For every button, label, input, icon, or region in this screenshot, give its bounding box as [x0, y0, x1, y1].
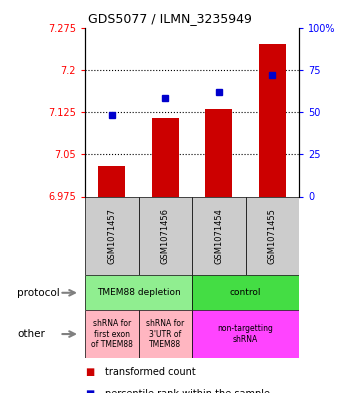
Bar — [245, 196, 299, 275]
Bar — [85, 310, 139, 358]
Bar — [192, 310, 299, 358]
Bar — [85, 196, 139, 275]
Text: percentile rank within the sample: percentile rank within the sample — [105, 389, 270, 393]
Text: shRNA for
3'UTR of
TMEM88: shRNA for 3'UTR of TMEM88 — [146, 319, 184, 349]
Text: GSM1071457: GSM1071457 — [107, 208, 116, 264]
Text: GSM1071456: GSM1071456 — [161, 208, 170, 264]
Text: ■: ■ — [85, 389, 94, 393]
Bar — [192, 196, 245, 275]
Bar — [259, 44, 286, 196]
Bar — [152, 118, 179, 196]
Text: shRNA for
first exon
of TMEM88: shRNA for first exon of TMEM88 — [91, 319, 133, 349]
Text: transformed count: transformed count — [105, 367, 196, 377]
Text: control: control — [230, 288, 261, 297]
Text: TMEM88 depletion: TMEM88 depletion — [97, 288, 181, 297]
Bar — [192, 275, 299, 310]
Text: GDS5077 / ILMN_3235949: GDS5077 / ILMN_3235949 — [88, 12, 252, 25]
Text: protocol: protocol — [17, 288, 60, 298]
Text: GSM1071454: GSM1071454 — [215, 208, 223, 264]
Bar — [205, 109, 232, 196]
Bar — [98, 165, 125, 196]
Text: other: other — [17, 329, 45, 339]
Bar — [139, 196, 192, 275]
Bar — [139, 310, 192, 358]
Text: non-targetting
shRNA: non-targetting shRNA — [218, 324, 274, 344]
Bar — [85, 275, 192, 310]
Text: ■: ■ — [85, 367, 94, 377]
Text: GSM1071455: GSM1071455 — [268, 208, 277, 264]
